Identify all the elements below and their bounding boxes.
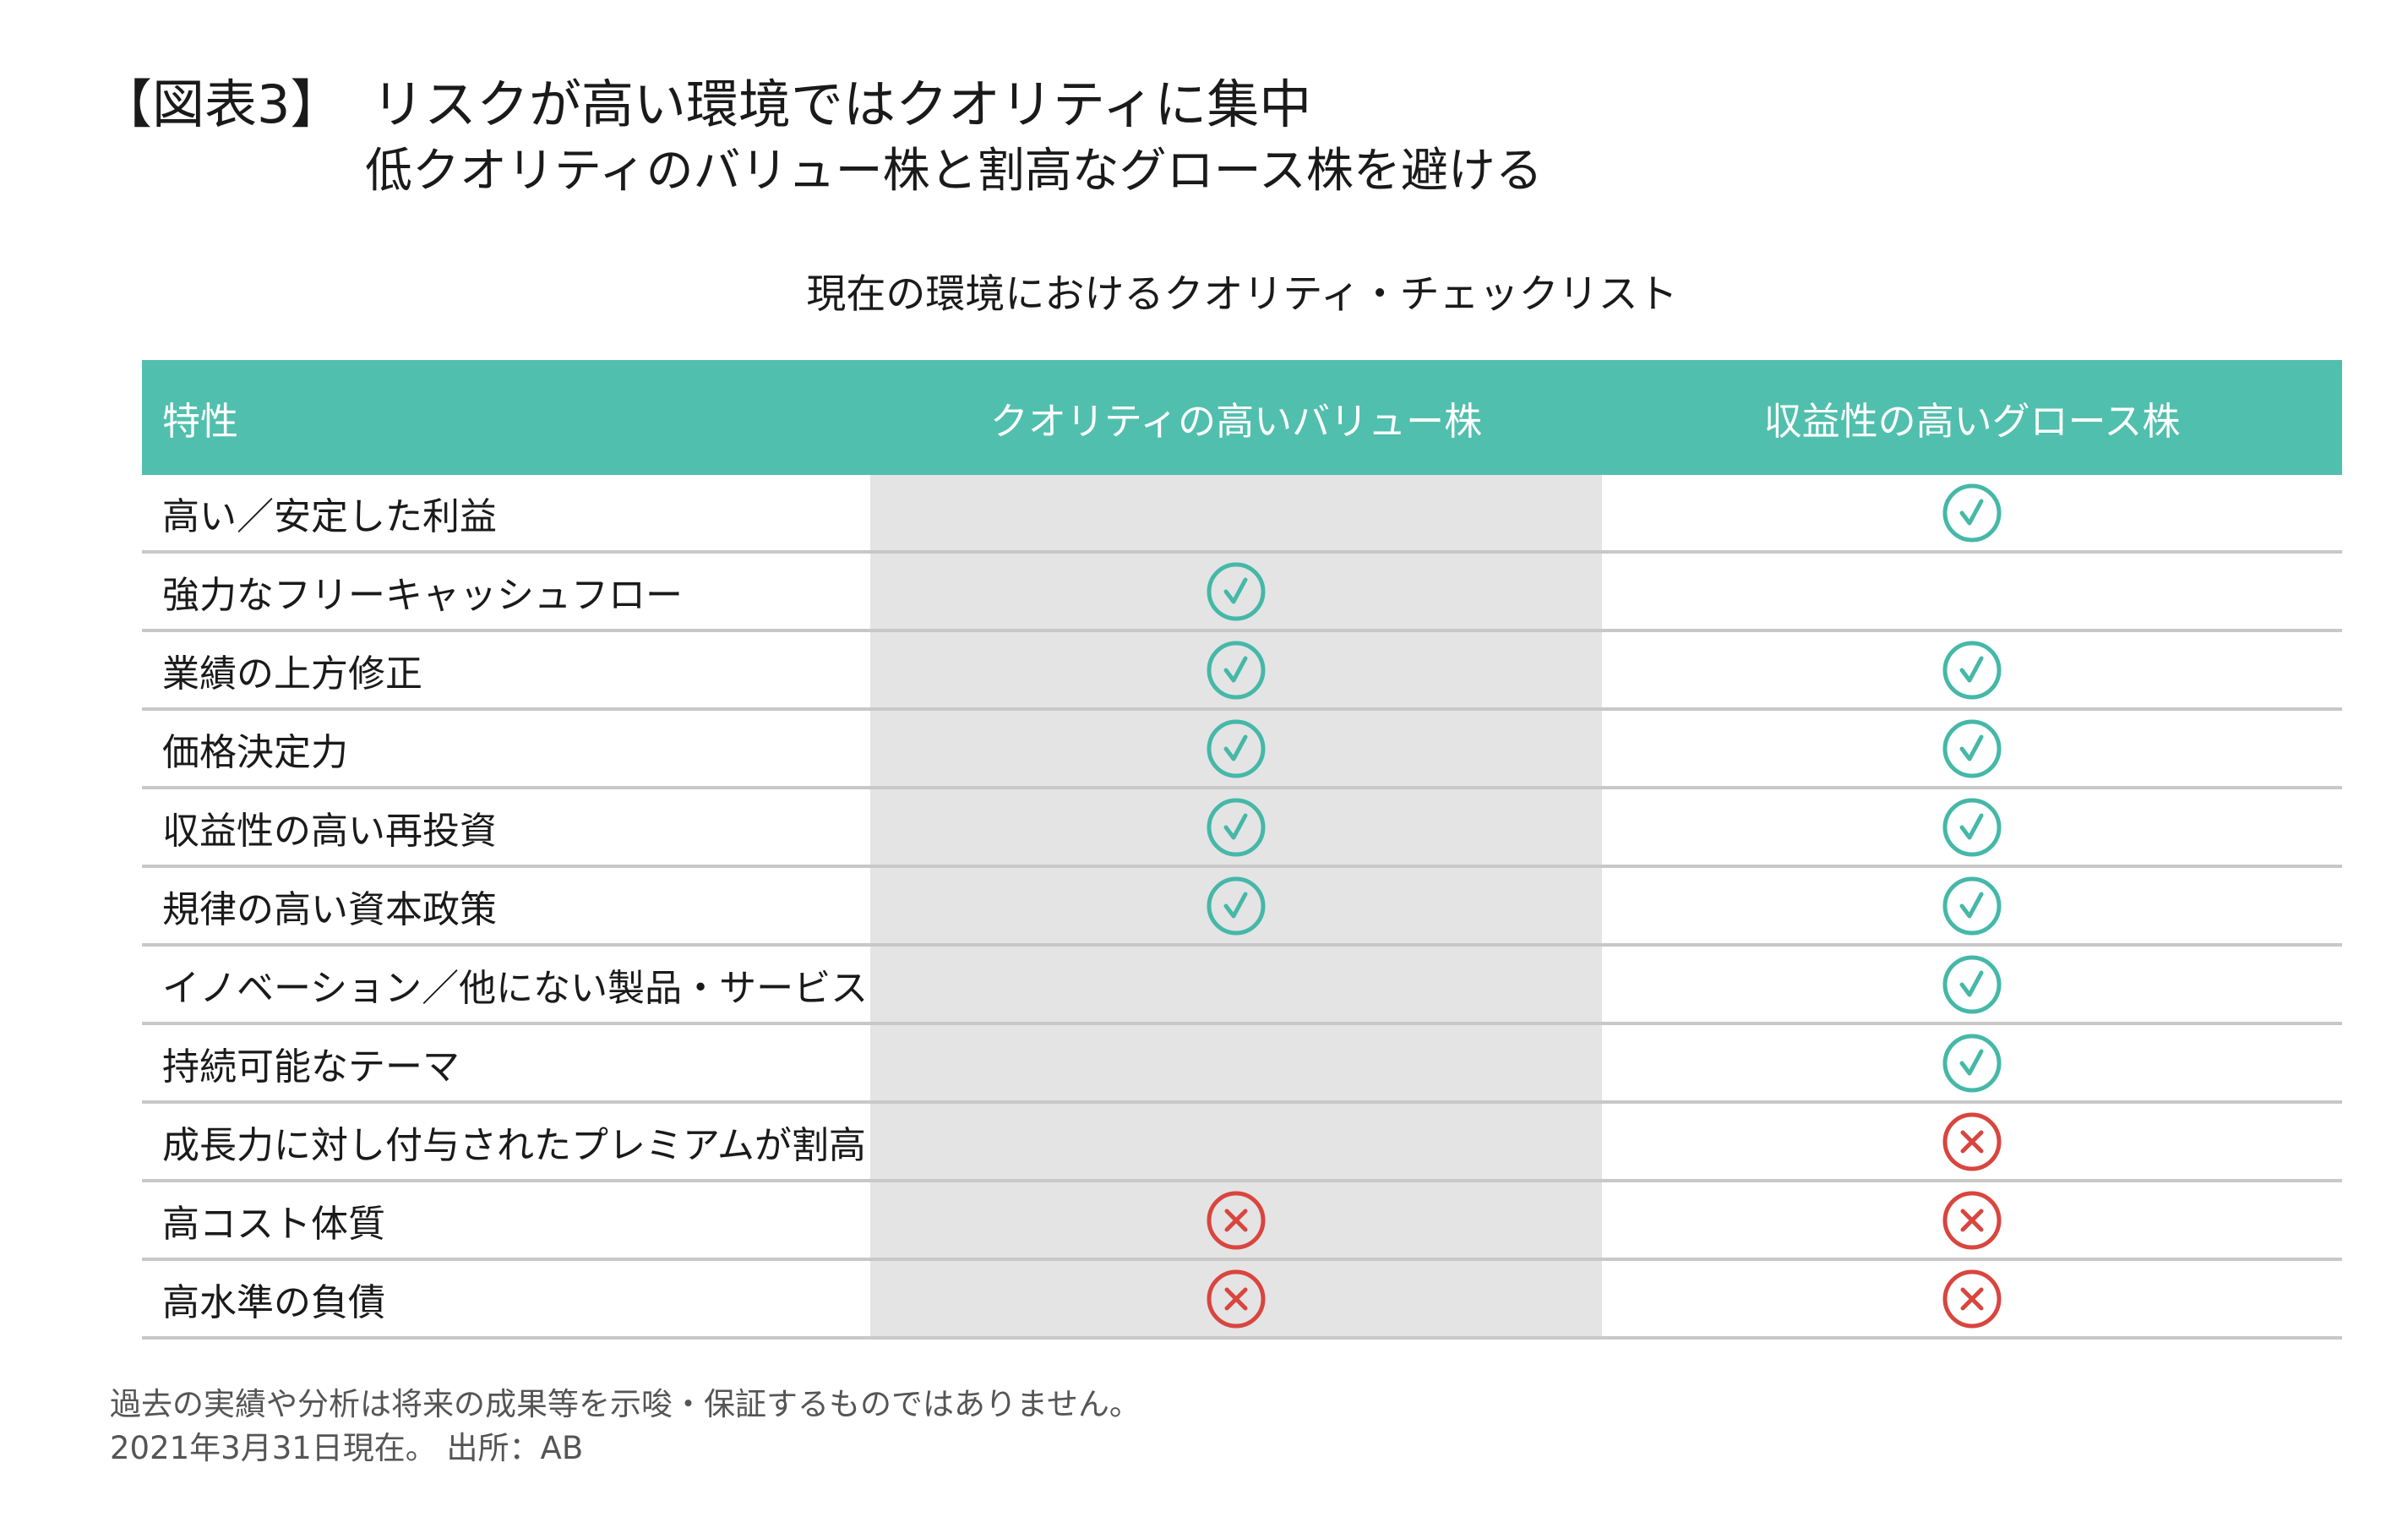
quality-value-cell — [870, 554, 1602, 629]
row-attribute-label: 収益性の高い再投資 — [162, 809, 497, 853]
footnote: 過去の実績や分析は将来の成果等を示唆・保証するものではありません。 2021年3… — [110, 1383, 1141, 1471]
quality-value-cell — [870, 868, 1602, 943]
quality-value-cell — [870, 711, 1602, 786]
check-icon — [1942, 483, 2002, 542]
row-attribute-label: 高水準の負債 — [162, 1280, 385, 1324]
row-attribute-label: 業績の上方修正 — [162, 652, 422, 696]
profitable-growth-cell — [1602, 868, 2342, 943]
profitable-growth-cell — [1602, 711, 2342, 786]
table-header: 特性 クオリティの高いバリュー株 収益性の高いグロース株 — [142, 360, 2342, 475]
quality-value-cell — [870, 1182, 1602, 1258]
check-icon — [1207, 641, 1266, 699]
cross-icon — [1207, 1269, 1266, 1328]
profitable-growth-cell — [1602, 1104, 2342, 1179]
row-attribute-label: 規律の高い資本政策 — [162, 887, 497, 931]
quality-value-cell — [870, 475, 1602, 550]
header-quality-value: クオリティの高いバリュー株 — [989, 398, 1483, 444]
check-icon — [1207, 562, 1266, 620]
profitable-growth-cell — [1602, 947, 2342, 1022]
row-attribute-label: 価格決定力 — [162, 730, 348, 774]
quality-value-cell — [870, 789, 1602, 865]
profitable-growth-cell — [1602, 475, 2342, 550]
footnote-disclaimer: 過去の実績や分析は将来の成果等を示唆・保証するものではありません。 — [110, 1386, 1141, 1422]
profitable-growth-cell — [1602, 1182, 2342, 1258]
table-row: 価格決定力 — [142, 711, 2342, 789]
check-icon — [1207, 798, 1266, 856]
checklist-table: 特性 クオリティの高いバリュー株 収益性の高いグロース株 高い／安定した利益強力… — [142, 360, 2342, 1340]
cross-icon — [1207, 1191, 1266, 1249]
cross-icon — [1942, 1112, 2002, 1171]
table-row: 規律の高い資本政策 — [142, 868, 2342, 947]
table-title: 現在の環境におけるクオリティ・チェックリスト — [806, 271, 1678, 318]
figure-label: 【図表3】 — [100, 74, 343, 135]
table-row: 収益性の高い再投資 — [142, 789, 2342, 868]
quality-value-cell — [870, 1261, 1602, 1336]
profitable-growth-cell — [1602, 632, 2342, 707]
check-icon — [1942, 719, 2002, 778]
profitable-growth-cell — [1602, 554, 2342, 629]
check-icon — [1942, 876, 2002, 935]
profitable-growth-cell — [1602, 789, 2342, 865]
row-attribute-label: 高コスト体質 — [162, 1202, 385, 1246]
profitable-growth-cell — [1602, 1025, 2342, 1100]
row-attribute-label: 成長力に対し付与されたプレミアムが割高 — [162, 1123, 866, 1167]
quality-value-cell — [870, 947, 1602, 1022]
table-row: 高水準の負債 — [142, 1261, 2342, 1340]
quality-value-cell — [870, 632, 1602, 707]
check-icon — [1942, 798, 2002, 856]
check-icon — [1942, 641, 2002, 699]
table-row: 高コスト体質 — [142, 1182, 2342, 1261]
check-icon — [1207, 719, 1266, 778]
check-icon — [1942, 955, 2002, 1013]
table-row: イノベーション／他にない製品・サービス — [142, 947, 2342, 1025]
row-attribute-label: 持続可能なテーマ — [162, 1045, 460, 1089]
table-body: 高い／安定した利益強力なフリーキャッシュフロー 業績の上方修正 価格決定力収益性の高… — [142, 475, 2342, 1340]
cross-icon — [1942, 1269, 2002, 1328]
table-row: 業績の上方修正 — [142, 632, 2342, 711]
table-row: 成長力に対し付与されたプレミアムが割高 — [142, 1104, 2342, 1182]
row-attribute-label: イノベーション／他にない製品・サービス — [162, 966, 869, 1010]
table-row: 持続可能なテーマ — [142, 1025, 2342, 1104]
row-attribute-label: 高い／安定した利益 — [162, 494, 497, 538]
table-row: 強力なフリーキャッシュフロー — [142, 554, 2342, 632]
check-icon — [1207, 876, 1266, 935]
header-profitable-growth: 収益性の高いグロース株 — [1763, 398, 2181, 444]
quality-value-cell — [870, 1025, 1602, 1100]
header-attribute: 特性 — [162, 398, 239, 444]
table-row: 高い／安定した利益 — [142, 475, 2342, 554]
quality-value-cell — [870, 1104, 1602, 1179]
profitable-growth-cell — [1602, 1261, 2342, 1336]
figure-title: 【図表3】 リスクが高い環境ではクオリティに集中 — [100, 71, 1311, 139]
figure-title-text: リスクが高い環境ではクオリティに集中 — [372, 74, 1312, 135]
row-attribute-label: 強力なフリーキャッシュフロー — [162, 573, 683, 617]
footnote-source: 2021年3月31日現在。 出所：AB — [110, 1430, 584, 1466]
cross-icon — [1942, 1191, 2002, 1249]
check-icon — [1942, 1034, 2002, 1092]
figure-subtitle: 低クオリティのバリュー株と割高なグロース株を避ける — [365, 144, 1543, 199]
